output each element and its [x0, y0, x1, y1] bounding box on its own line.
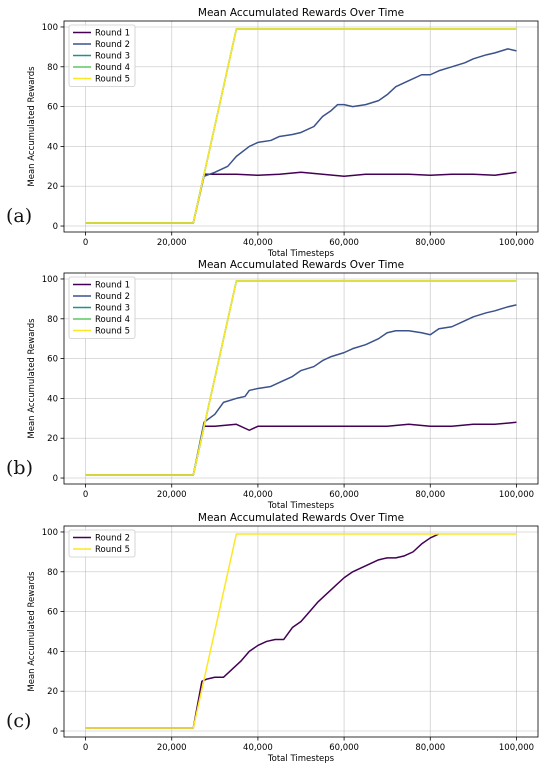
legend-label: Round 5	[95, 327, 130, 337]
x-tick-label: 20,000	[157, 743, 187, 753]
x-tick-label: 60,000	[329, 490, 359, 500]
legend-label: Round 2	[95, 40, 130, 50]
x-axis-label: Total Timesteps	[267, 501, 335, 511]
x-tick-label: 20,000	[157, 490, 187, 500]
y-tick-label: 60	[47, 103, 58, 113]
series-line-round-5	[85, 533, 517, 729]
series-line-round-4	[85, 28, 517, 224]
series-line-round-2	[85, 533, 440, 729]
y-tick-label: 80	[47, 63, 58, 73]
plot-frame	[63, 272, 539, 485]
y-tick-label: 20	[47, 687, 58, 697]
y-tick-label: 20	[47, 434, 58, 444]
legend-label: Round 4	[95, 315, 130, 325]
series-line-round-2	[85, 304, 517, 476]
legend-label: Round 5	[95, 545, 130, 555]
x-tick-label: 60,000	[329, 743, 359, 753]
series-line-round-5	[85, 280, 517, 476]
x-tick-label: 40,000	[243, 490, 273, 500]
panel-label-c: (c)	[6, 710, 32, 732]
x-tick-label: 80,000	[415, 238, 445, 248]
x-tick-label: 40,000	[243, 743, 273, 753]
x-tick-label: 100,000	[499, 743, 534, 753]
y-tick-label: 80	[47, 315, 58, 325]
y-axis-label: Mean Accumulated Rewards	[27, 318, 37, 439]
y-tick-label: 40	[47, 142, 58, 152]
legend-label: Round 1	[95, 29, 130, 39]
legend-label: Round 3	[95, 304, 130, 314]
y-axis-label: Mean Accumulated Rewards	[27, 571, 37, 692]
chart-title: Mean Accumulated Rewards Over Time	[198, 512, 404, 524]
x-tick-label: 100,000	[499, 238, 534, 248]
legend-label: Round 3	[95, 52, 130, 62]
series-line-round-3	[85, 28, 517, 224]
y-tick-label: 40	[47, 647, 58, 657]
panel-label-a: (a)	[6, 205, 33, 227]
y-tick-label: 20	[47, 182, 58, 192]
y-tick-label: 100	[42, 275, 58, 285]
series-line-round-5	[85, 28, 517, 224]
x-tick-label: 40,000	[243, 238, 273, 248]
series-line-round-1	[85, 171, 517, 224]
legend-label: Round 2	[95, 292, 130, 302]
legend-label: Round 1	[95, 281, 130, 291]
x-tick-label: 100,000	[499, 490, 534, 500]
y-axis-label: Mean Accumulated Rewards	[27, 66, 37, 187]
x-tick-label: 0	[83, 743, 88, 753]
legend-box	[68, 24, 136, 87]
x-tick-label: 0	[83, 238, 88, 248]
series-line-round-1	[85, 421, 517, 476]
x-tick-label: 0	[83, 490, 88, 500]
chart-title: Mean Accumulated Rewards Over Time	[198, 259, 404, 271]
y-tick-label: 0	[53, 727, 58, 737]
x-axis-label: Total Timesteps	[267, 754, 335, 764]
legend-label: Round 5	[95, 75, 130, 85]
chart-3: 0 20,000 40,000 60,000 80,000 100,000 0 20 40 60 8…	[27, 512, 539, 764]
series-line-round-4	[85, 280, 517, 476]
y-tick-label: 60	[47, 608, 58, 618]
y-tick-label: 80	[47, 568, 58, 578]
series-line-round-3	[85, 280, 517, 476]
x-tick-label: 80,000	[415, 490, 445, 500]
y-tick-label: 60	[47, 355, 58, 365]
x-axis-label: Total Timesteps	[267, 249, 335, 259]
y-tick-label: 100	[42, 528, 58, 538]
legend-label: Round 2	[95, 534, 130, 544]
chart-1: 0 20,000 40,000 60,000 80,000 100,000 0 20 40 60 8…	[27, 7, 539, 259]
series-line-round-2	[85, 48, 517, 224]
x-tick-label: 80,000	[415, 743, 445, 753]
chart-2: 0 20,000 40,000 60,000 80,000 100,000 0 20 40 60 8…	[27, 259, 539, 511]
y-tick-label: 0	[53, 474, 58, 484]
y-tick-label: 40	[47, 394, 58, 404]
plot-frame	[63, 525, 539, 738]
y-tick-label: 0	[53, 222, 58, 232]
x-tick-label: 60,000	[329, 238, 359, 248]
legend-label: Round 4	[95, 63, 130, 73]
panel-label-b: (b)	[6, 457, 33, 479]
chart-title: Mean Accumulated Rewards Over Time	[198, 7, 404, 19]
y-tick-label: 100	[42, 23, 58, 33]
x-tick-label: 20,000	[157, 238, 187, 248]
legend-box	[68, 276, 136, 339]
plot-frame	[63, 20, 539, 233]
